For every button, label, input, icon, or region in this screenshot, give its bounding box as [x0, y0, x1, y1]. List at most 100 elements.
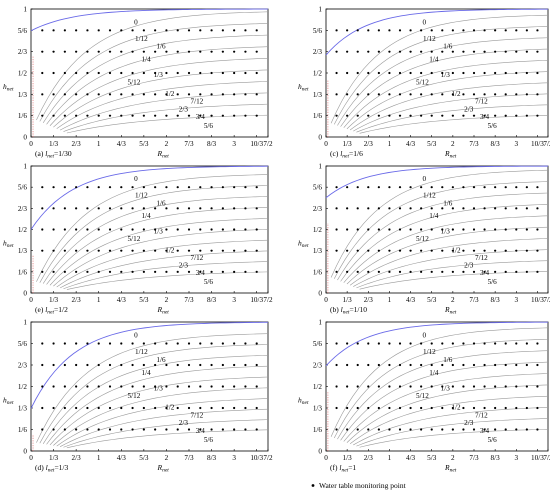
x-tick-label: 10/3 — [531, 296, 544, 304]
x-tick-label: 1 — [97, 296, 101, 304]
monitoring-point — [154, 71, 157, 75]
monitoring-point — [199, 71, 202, 75]
x-tick-label: 2/3 — [364, 140, 374, 148]
x-tick-label: 2/3 — [364, 296, 374, 304]
monitoring-point — [52, 50, 55, 53]
monitoring-point — [494, 385, 497, 388]
monitoring-point — [346, 50, 349, 53]
monitoring-point — [356, 270, 359, 273]
monitoring-point — [409, 385, 412, 388]
contour-label: 5/12 — [416, 235, 429, 243]
monitoring-point — [86, 114, 89, 117]
monitoring-point — [108, 249, 112, 252]
monitoring-point — [367, 186, 370, 189]
monitoring-point — [97, 207, 100, 210]
monitoring-point — [367, 50, 370, 53]
monitoring-point — [131, 186, 134, 189]
monitoring-point — [41, 406, 44, 410]
monitoring-point — [451, 50, 454, 53]
contour-line — [46, 207, 269, 285]
monitoring-point — [63, 385, 66, 388]
monitoring-point — [210, 428, 213, 431]
monitoring-point — [441, 385, 444, 388]
monitoring-point — [398, 342, 402, 345]
monitoring-point — [142, 186, 145, 189]
contour-label: 5/6 — [204, 278, 214, 286]
contour-line — [359, 115, 549, 134]
x-tick-label: 3 — [232, 296, 236, 304]
monitoring-point — [187, 249, 191, 252]
contour-line — [56, 239, 269, 288]
monitoring-point — [131, 93, 134, 96]
monitoring-point — [86, 93, 89, 96]
monitoring-point — [233, 342, 236, 345]
monitoring-point — [176, 342, 179, 345]
monitoring-point — [187, 114, 191, 117]
monitoring-point — [409, 71, 412, 75]
monitoring-point — [420, 228, 423, 231]
monitoring-point — [131, 114, 134, 117]
monitoring-point — [536, 249, 539, 252]
monitoring-point — [462, 50, 465, 53]
panel-a: 0 1/3 2/3 1 4/3 5/3 2 7/3 8/3 3 10/3 7/2 0 1/6 1/3 1/2 2… — [3, 6, 273, 160]
monitoring-point — [494, 342, 497, 345]
monitoring-point — [221, 29, 224, 32]
monitoring-point — [52, 363, 55, 367]
monitoring-point — [120, 270, 123, 273]
y-tick-label: 2/3 — [313, 205, 323, 213]
monitoring-point — [131, 385, 134, 388]
monitoring-point — [233, 406, 236, 410]
monitoring-point — [244, 114, 247, 117]
contour-label: 2/3 — [464, 262, 474, 270]
contour-line — [353, 407, 549, 446]
monitoring-point — [515, 71, 518, 75]
monitoring-point — [86, 270, 89, 273]
monitoring-point — [536, 270, 539, 273]
contour-line — [359, 428, 549, 448]
monitoring-point — [75, 207, 78, 210]
monitoring-point — [356, 186, 359, 189]
monitoring-point — [525, 29, 528, 32]
monitoring-point — [388, 249, 391, 252]
y-tick-label: 0 — [23, 290, 27, 298]
monitoring-point — [108, 186, 112, 189]
monitoring-point — [504, 270, 507, 273]
monitoring-point — [377, 406, 380, 410]
contour-line — [56, 398, 269, 447]
monitoring-point — [120, 228, 123, 231]
monitoring-point — [63, 342, 66, 345]
monitoring-point — [120, 114, 123, 117]
contour-label: 3/4 — [196, 269, 206, 277]
x-tick-label: 2 — [165, 296, 169, 304]
monitoring-point — [515, 270, 518, 273]
monitoring-point — [165, 50, 168, 53]
contour-label: 1/3 — [154, 71, 164, 79]
monitoring-point — [210, 71, 213, 75]
monitoring-point — [86, 50, 89, 53]
x-tick-label: 5/3 — [427, 454, 437, 462]
contour-label: 1/4 — [429, 369, 439, 377]
contour-line — [36, 333, 269, 443]
monitoring-point — [131, 342, 134, 345]
monitoring-point — [255, 29, 258, 32]
contour-line — [353, 93, 549, 132]
x-tick-label: 5/3 — [139, 140, 149, 148]
monitoring-point — [515, 428, 518, 431]
contour-label: 1/12 — [135, 35, 148, 43]
monitoring-point — [86, 428, 89, 431]
contour-line — [39, 185, 269, 283]
contour-label: 1/12 — [135, 348, 148, 356]
monitoring-point — [536, 71, 539, 75]
panel-c: 01/32/314/35/327/38/3310/37/201/61/31/22… — [298, 6, 550, 160]
contour-label: 5/6 — [488, 278, 498, 286]
x-tick-label: 8/3 — [207, 140, 217, 148]
contour-label: 5/12 — [128, 78, 141, 86]
x-tick-label: 2 — [451, 140, 455, 148]
x-tick-label: 4/3 — [406, 140, 416, 148]
monitoring-point — [420, 270, 423, 273]
contour-label: 5/12 — [128, 235, 141, 243]
monitoring-point — [346, 249, 349, 252]
monitoring-point — [504, 228, 507, 231]
monitoring-point — [335, 228, 338, 231]
monitoring-point — [210, 406, 213, 410]
